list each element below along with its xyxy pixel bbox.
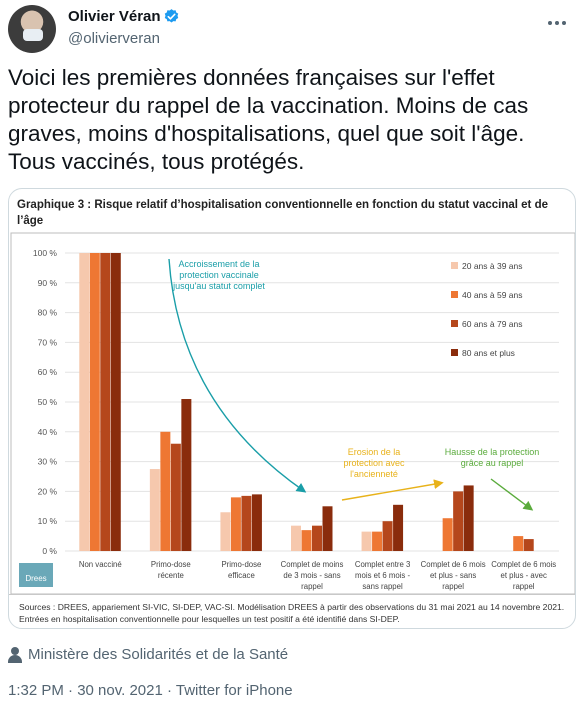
- x-category-label: Complet de 6 mois: [421, 560, 486, 569]
- y-tick-label: 50 %: [38, 397, 58, 407]
- bar: [230, 497, 241, 551]
- bar: [251, 494, 262, 551]
- x-category-label: rappel: [513, 582, 535, 591]
- bar: [393, 504, 404, 551]
- x-category-label: mois et 6 mois -: [355, 571, 410, 580]
- legend-label: 40 ans à 59 ans: [462, 290, 523, 300]
- annotation-text: protection vaccinale: [179, 270, 259, 280]
- x-category-label: sans rappel: [362, 582, 403, 591]
- bar: [301, 530, 312, 551]
- x-category-label: Complet de moins: [281, 560, 344, 569]
- arrow-annotation: [490, 478, 534, 511]
- legend-swatch: [451, 262, 458, 269]
- chart-title-line: Graphique 3 : Risque relatif d’hospitali…: [17, 199, 548, 211]
- y-tick-label: 20 %: [38, 486, 58, 496]
- x-category-label: rappel: [301, 582, 323, 591]
- bar: [79, 253, 90, 551]
- bar: [170, 443, 181, 551]
- x-category-label: et plus - sans: [430, 571, 476, 580]
- y-tick-label: 90 %: [38, 278, 58, 288]
- y-tick-label: 70 %: [38, 337, 58, 347]
- tweet-text: Voici les premières données françaises s…: [8, 64, 576, 176]
- chart-title: Graphique 3 : Risque relatif d’hospitali…: [17, 197, 567, 229]
- legend-label: 60 ans à 79 ans: [462, 319, 523, 329]
- tweet-text-line: Voici les premières données françaises s…: [8, 65, 495, 90]
- bar: [100, 253, 111, 551]
- bar: [442, 518, 453, 551]
- legend-swatch: [451, 291, 458, 298]
- tweet-media-image[interactable]: Graphique 3 : Risque relatif d’hospitali…: [8, 188, 576, 629]
- arrow-annotation: [168, 258, 307, 493]
- bar: [220, 512, 231, 551]
- chart-sources: Sources : DREES, appariement SI-VIC, SI-…: [19, 601, 569, 625]
- bar: [322, 506, 333, 551]
- tweet-text-line: graves, moins d'hospitalisations, quel q…: [8, 121, 525, 146]
- display-name[interactable]: Olivier Véran: [68, 8, 161, 25]
- tweet-timestamp[interactable]: 1:32 PM · 30 nov. 2021 · Twitter for iPh…: [8, 682, 293, 699]
- bar: [453, 491, 464, 551]
- x-category-label: Complet de 6 mois: [491, 560, 556, 569]
- attribution-label: Ministère des Solidarités et de la Santé: [28, 646, 289, 663]
- x-category-label: Primo-dose: [221, 560, 261, 569]
- legend-swatch: [451, 320, 458, 327]
- x-category-label: récente: [158, 571, 184, 580]
- avatar[interactable]: [8, 5, 56, 53]
- legend-swatch: [451, 349, 458, 356]
- annotation-text: Accroissement de la: [178, 259, 259, 269]
- x-category-label: et plus - avec: [501, 571, 547, 580]
- bar: [241, 495, 252, 551]
- bar: [361, 531, 372, 551]
- more-options-icon[interactable]: [548, 12, 572, 25]
- drees-logo: [19, 563, 53, 587]
- arrow-annotation: [341, 479, 444, 501]
- tweet-text-line: Tous vaccinés, tous protégés.: [8, 149, 305, 174]
- x-category-label: de 3 mois - sans: [283, 571, 340, 580]
- tweet-text-line: protecteur du rappel de la vaccination. …: [8, 93, 529, 118]
- x-category-label: rappel: [442, 582, 464, 591]
- bar: [181, 399, 192, 551]
- y-tick-label: 100 %: [33, 248, 58, 258]
- sources-line: Sources : DREES, appariement SI-VIC, SI-…: [19, 602, 565, 612]
- bar: [160, 431, 171, 551]
- annotation-text: grâce au rappel: [461, 458, 524, 468]
- legend-label: 80 ans et plus: [462, 348, 515, 358]
- annotation-text: jusqu'au statut complet: [172, 281, 265, 291]
- user-handle[interactable]: @olivierveran: [68, 30, 160, 47]
- chart-title-line: l’âge: [17, 215, 44, 227]
- drees-logo-text: Drees: [25, 574, 46, 583]
- y-tick-label: 10 %: [38, 516, 58, 526]
- sources-line: Entrées en hospitalisation conventionnel…: [19, 614, 400, 624]
- x-category-label: Non vacciné: [79, 560, 122, 569]
- legend-label: 20 ans à 39 ans: [462, 261, 523, 271]
- hospitalisation-bar-chart: 0 % 10 % 20 % 30 % 40 % 50 % 60 % 70 % 80 % 90 % 1…: [10, 232, 575, 594]
- x-category-label: Complet entre 3: [355, 560, 410, 569]
- bar: [110, 253, 121, 551]
- bar: [291, 525, 301, 551]
- y-tick-label: 60 %: [38, 367, 58, 377]
- person-icon: [8, 646, 22, 663]
- bar: [372, 531, 383, 551]
- x-category-label: Primo-dose: [151, 560, 191, 569]
- y-tick-label: 40 %: [38, 427, 58, 437]
- y-tick-label: 80 %: [38, 308, 58, 318]
- bar: [513, 536, 524, 551]
- bar: [523, 539, 534, 551]
- annotation-text: protection avec: [343, 458, 405, 468]
- y-tick-label: 30 %: [38, 457, 58, 467]
- annotation-text: l'ancienneté: [350, 469, 398, 479]
- y-tick-label: 0 %: [42, 546, 57, 556]
- x-category-label: efficace: [228, 571, 255, 580]
- bar: [89, 253, 100, 551]
- bar: [149, 469, 160, 551]
- bar: [312, 525, 322, 551]
- media-attribution[interactable]: Ministère des Solidarités et de la Santé: [8, 646, 288, 663]
- bar: [463, 485, 474, 551]
- tweet-header: Olivier Véran @olivierveran: [0, 0, 584, 60]
- annotation-text: Erosion de la: [348, 447, 401, 457]
- verified-badge-icon: [164, 9, 179, 23]
- bar: [382, 521, 393, 551]
- annotation-text: Hausse de la protection: [445, 447, 540, 457]
